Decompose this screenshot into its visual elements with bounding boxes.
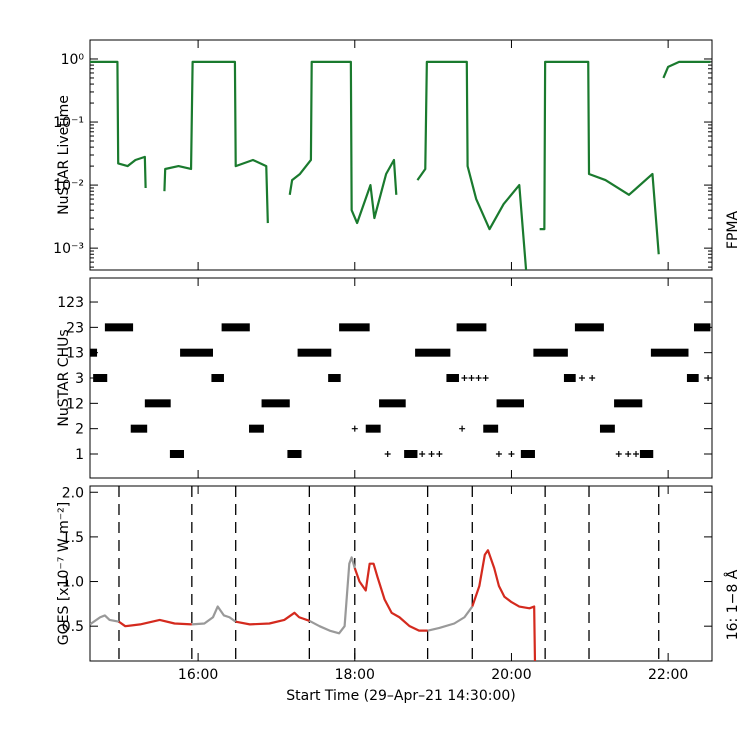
series-label: FPMA	[725, 211, 741, 250]
chu-interval	[130, 424, 148, 433]
chu-point	[459, 425, 466, 432]
x-axis-title: Start Time (29–Apr–21 14:30:00)	[286, 688, 515, 704]
chu-interval	[639, 450, 654, 458]
y-tick-label: 12	[66, 396, 84, 412]
y-tick-label: 3	[75, 371, 84, 387]
chu-interval	[686, 374, 699, 383]
series-label: 16: 1−8 Å	[724, 569, 741, 640]
chu-point	[436, 451, 443, 457]
chu-point	[508, 451, 515, 457]
y-tick-label: 10⁰	[61, 52, 85, 68]
chu-interval	[415, 348, 451, 357]
chu-point	[419, 451, 426, 457]
y-tick-label: 0.5	[62, 619, 84, 635]
y-tick-label: 1	[75, 447, 84, 463]
chu-point	[384, 451, 391, 457]
chu-interval	[144, 399, 171, 408]
y-tick-label: 1.0	[62, 575, 84, 591]
chu-point	[482, 375, 489, 382]
chu-point	[495, 451, 502, 457]
chu-point	[468, 375, 475, 382]
chu-interval	[365, 424, 381, 433]
x-tick-label: 20:00	[491, 667, 531, 683]
chu-point	[351, 425, 358, 432]
x-tick-label: 22:00	[648, 667, 688, 683]
chu-interval	[650, 348, 689, 357]
y-tick-label: 2.0	[62, 485, 84, 501]
chu-point	[578, 375, 585, 382]
chu-interval	[297, 348, 332, 357]
series-line	[90, 60, 711, 270]
y-tick-label: 10⁻¹	[53, 115, 84, 131]
chu-interval	[379, 399, 406, 408]
chu-point	[461, 375, 468, 382]
chu-interval	[328, 374, 341, 383]
chu-point	[633, 451, 640, 457]
y-tick-label: 123	[57, 295, 84, 311]
y-tick-label: 10⁻²	[53, 178, 84, 194]
chu-interval	[404, 450, 418, 458]
plot-frame	[89, 277, 713, 479]
chu-interval	[90, 348, 98, 357]
chu-interval	[93, 374, 108, 383]
series-group	[90, 60, 711, 270]
y-tick-label: 10⁻³	[53, 241, 84, 257]
chu-point	[428, 451, 435, 457]
y-tick-label: 23	[66, 320, 84, 336]
series-line	[90, 556, 474, 635]
series-line	[118, 549, 537, 661]
chu-interval	[614, 399, 643, 408]
chu-interval	[693, 323, 711, 332]
chu-point	[475, 375, 482, 382]
chu-interval	[211, 374, 224, 383]
y-tick-label: 1.5	[62, 530, 84, 546]
chu-interval	[339, 323, 370, 332]
chu-interval	[180, 348, 213, 357]
series-group	[90, 549, 537, 661]
chu-interval	[287, 450, 302, 458]
plot-frame	[89, 485, 713, 662]
chu-interval	[456, 323, 487, 332]
chu-interval	[104, 323, 134, 332]
plot-frame	[89, 39, 713, 271]
chu-interval	[533, 348, 568, 357]
chu-interval	[221, 323, 250, 332]
y-axis-title: NuSTAR CHUs	[56, 329, 72, 426]
y-axis-title: GOES [x10⁻⁷ W m⁻²]	[56, 502, 72, 645]
y-tick-label: 13	[66, 346, 84, 362]
y-axis-title: NuSTAR Livetime	[56, 95, 72, 215]
x-tick-label: 18:00	[335, 667, 375, 683]
chu-interval	[249, 424, 264, 433]
chu-point	[615, 451, 622, 457]
y-tick-label: 2	[75, 422, 84, 438]
chu-point	[625, 451, 632, 457]
chu-interval	[563, 374, 576, 383]
chu-interval	[446, 374, 459, 383]
chu-interval	[483, 424, 499, 433]
chu-interval	[496, 399, 524, 408]
chu-interval	[574, 323, 604, 332]
chu-interval	[520, 450, 535, 458]
chu-interval	[261, 399, 290, 408]
chu-interval	[169, 450, 185, 458]
x-tick-label: 16:00	[178, 667, 218, 683]
chu-point	[705, 375, 712, 382]
chu-point	[589, 375, 596, 382]
chu-interval	[599, 424, 615, 433]
